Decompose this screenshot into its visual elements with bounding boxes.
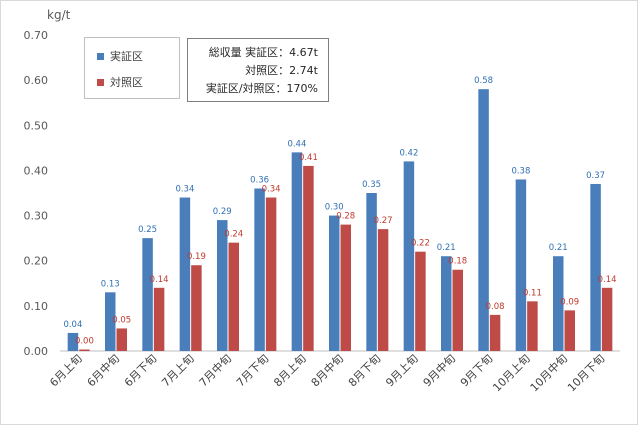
x-tick-label: 7月下旬 [234,352,271,389]
data-label-series-b: 0.19 [187,252,206,262]
data-label-series-a: 0.38 [511,166,530,176]
legend-swatch-series-a [97,52,104,60]
data-label-series-b: 0.22 [411,239,430,249]
bar-series-a [105,292,116,351]
bar-series-a [329,215,340,351]
y-tick-label: 0.10 [24,300,49,313]
bar-series-b [116,328,127,351]
legend-item-series-a: 実証区 [97,48,143,64]
x-tick-label: 7月中旬 [197,352,234,389]
bars [67,89,613,352]
y-tick-label: 0.50 [24,119,49,132]
bar-series-a [441,256,452,351]
bar-series-b [265,197,277,351]
x-tick-label: 9月中旬 [421,352,458,389]
annotation-line-3: 実証区/対照区：170% [205,82,318,95]
legend-label-series-b: 対照区 [110,76,143,89]
bar-series-a [515,179,527,351]
total-yield-annotation: 総収量 実証区：4.67t 対照区：2.74t 実証区/対照区：170% [187,38,329,102]
data-label-series-a: 0.58 [474,76,493,86]
bar-series-a [67,332,79,351]
y-tick-label: 0.20 [24,255,49,268]
bar-series-b [452,269,463,351]
bar-series-a [142,238,153,351]
y-unit-label: kg/t [47,8,71,22]
data-label-series-b: 0.00 [75,337,94,347]
x-tick-label: 10月下旬 [565,352,607,394]
x-tick-label: 10月中旬 [528,352,570,394]
data-label-series-a: 0.34 [175,185,194,195]
data-label-series-b: 0.34 [262,185,281,195]
data-label-series-b: 0.09 [560,297,579,307]
data-label-series-b: 0.27 [374,216,393,226]
data-label-series-b: 0.11 [523,288,542,298]
bar-series-a [590,183,601,351]
legend-label-series-a: 実証区 [110,50,143,63]
data-label-series-a: 0.21 [549,243,568,253]
bar-series-a [478,89,489,352]
data-label-series-b: 0.28 [336,212,355,222]
bar-series-b [153,287,165,351]
data-label-series-b: 0.14 [598,275,617,285]
annotation-line-2: 対照区：2.74t [245,64,318,77]
x-tick-label: 8月中旬 [309,352,346,389]
bar-series-a [403,161,415,351]
bar-series-a [366,193,377,351]
data-label-series-a: 0.04 [63,320,82,330]
x-tick-label: 9月下旬 [458,352,495,389]
data-label-series-a: 0.44 [287,139,306,149]
data-label-series-b: 0.24 [224,230,243,240]
bar-series-b [303,165,314,351]
bar-series-a [179,197,191,351]
bar-series-a [217,220,228,351]
data-label-series-b: 0.14 [150,275,169,285]
x-tick-label: 6月上旬 [47,352,84,389]
x-tick-label: 7月上旬 [159,352,196,389]
data-label-series-a: 0.25 [138,225,157,235]
bar-series-b [527,301,538,351]
x-tick-label: 6月中旬 [85,352,122,389]
annotation-line-1: 総収量 実証区：4.67t [208,46,318,59]
data-label-series-a: 0.30 [325,203,344,213]
bar-series-b [564,310,575,351]
data-label-series-b: 0.08 [486,302,505,312]
data-labels: 0.04 0.00 0.13 0.05 0.25 0.14 0.34 0.19 0.29 0.24… [63,76,616,346]
y-tick-label: 0.40 [24,164,49,177]
bar-series-a [553,256,564,351]
data-label-series-a: 0.36 [250,175,269,185]
data-label-series-a: 0.42 [399,148,418,158]
bar-series-b [191,265,202,351]
data-label-series-a: 0.13 [101,279,120,289]
data-label-series-b: 0.05 [112,315,131,325]
bar-series-b [415,251,426,351]
bar-series-b [377,229,389,351]
bar-series-b [79,349,90,351]
x-tick-label: 9月上旬 [383,352,420,389]
x-tick-label: 8月下旬 [346,352,383,389]
bar-series-a [254,188,265,351]
bar-series-b [601,287,613,351]
bar-series-b [489,314,501,351]
legend-swatch-series-b [97,78,104,86]
y-tick-label: 0.70 [24,29,49,42]
data-label-series-a: 0.35 [362,180,381,190]
data-label-series-a: 0.29 [213,207,232,217]
bar-series-b [228,242,239,351]
data-label-series-a: 0.21 [437,243,456,253]
legend-item-series-b: 対照区 [97,74,143,90]
y-tick-label: 0.30 [24,210,49,223]
bar-series-b [340,224,351,351]
legend: 実証区 対照区 [84,37,180,99]
data-label-series-b: 0.18 [448,257,467,267]
x-tick-label: 8月上旬 [271,352,308,389]
y-tick-label: 0.60 [24,74,49,87]
data-label-series-a: 0.37 [586,171,605,181]
x-tick-label: 10月上旬 [490,352,532,394]
y-tick-label: 0.00 [24,345,49,358]
data-label-series-b: 0.41 [299,153,318,163]
x-tick-label: 6月下旬 [122,352,159,389]
bar-series-a [291,152,303,351]
